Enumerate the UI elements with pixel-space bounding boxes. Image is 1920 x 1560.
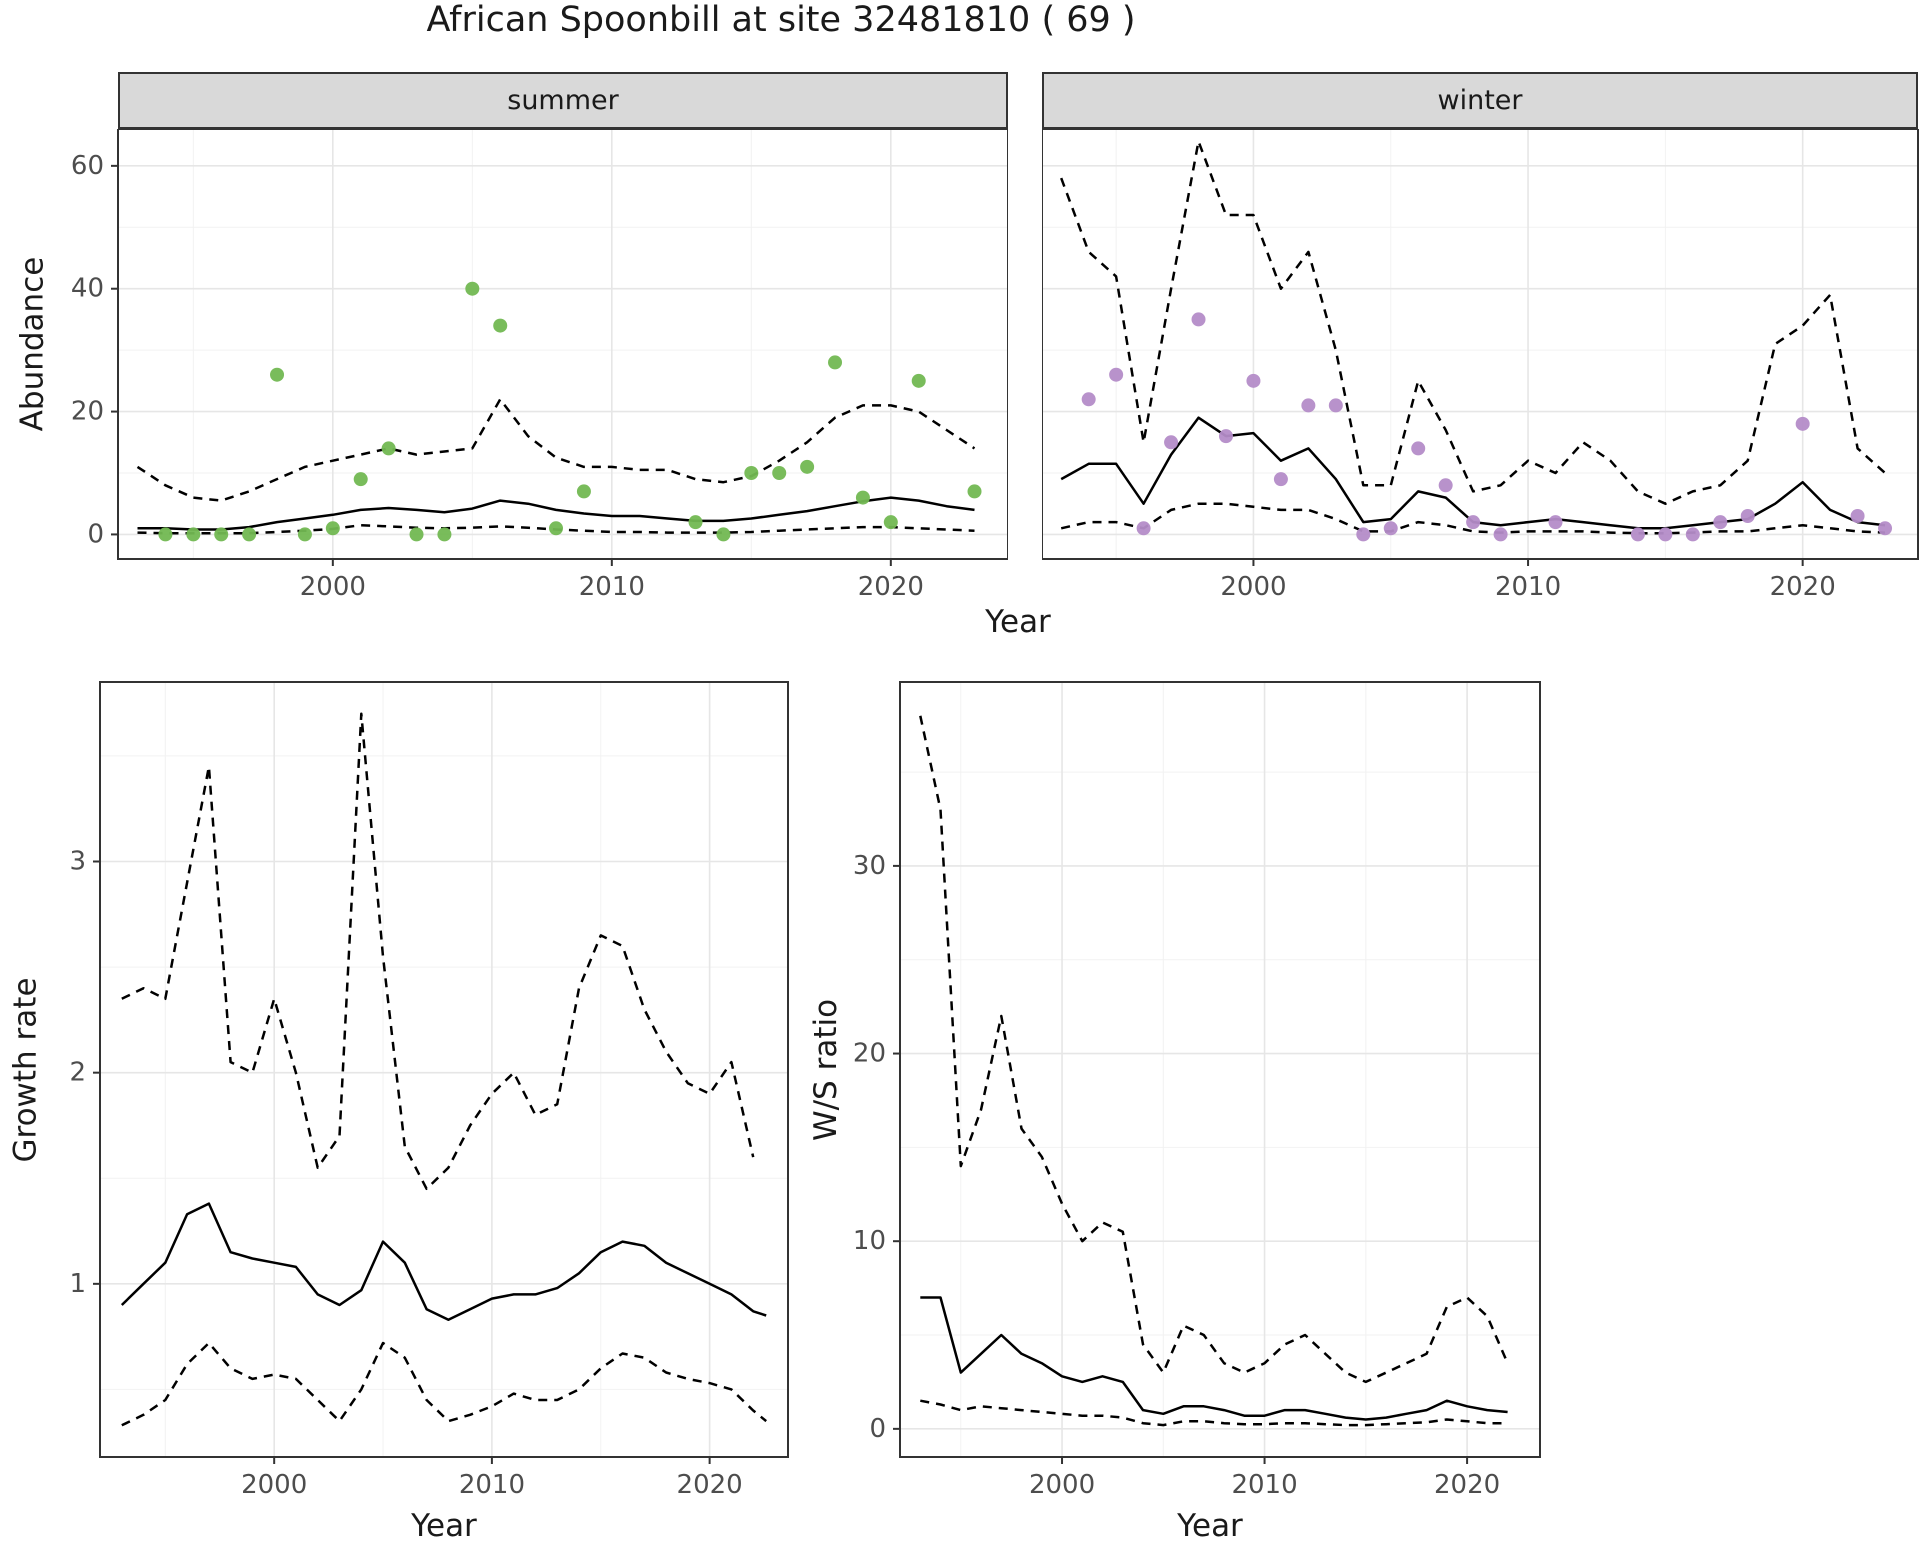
ws-ratio-panel-border — [899, 681, 1541, 1458]
growth-rate-panel-bg — [100, 682, 788, 1457]
growth-rate-axis-ticks: 2000 2010 2020 1 2 3 — [69, 846, 742, 1500]
svg-text:2010: 2010 — [1231, 1470, 1297, 1500]
ws-ratio-lower-ci — [920, 1399, 1508, 1427]
ws-ratio-upper-ci — [919, 715, 1509, 1384]
summer-abundance-fit-line — [137, 496, 975, 531]
svg-text:0: 0 — [87, 519, 104, 549]
top-year-axis-label: Year — [985, 604, 1051, 640]
facet-strip-winter: winter — [1042, 72, 1918, 129]
facet-strip-winter-label: winter — [1437, 85, 1523, 116]
growth-rate-major-grid — [100, 682, 788, 1457]
summer-abundance-panel-border — [117, 129, 1008, 560]
svg-text:2010: 2010 — [1495, 572, 1561, 602]
facet-strip-summer-label: summer — [507, 85, 619, 116]
winter-abundance-chart: 2000 2010 2020 — [1042, 129, 1919, 602]
svg-text:10: 10 — [853, 1226, 886, 1256]
summer-abundance-chart: 2000 2010 2020 0 20 40 60 — [71, 129, 1008, 602]
year-axis-label-bottom-left: Year — [411, 1508, 477, 1544]
svg-text:2010: 2010 — [579, 572, 645, 602]
summer-abundance-upper-ci — [136, 398, 976, 502]
svg-text:3: 3 — [69, 846, 86, 876]
svg-text:2000: 2000 — [1029, 1470, 1095, 1500]
winter-abundance-minor-grid — [1042, 129, 1918, 559]
ws-ratio-major-grid — [900, 682, 1540, 1457]
growth-rate-upper-ci — [121, 712, 755, 1191]
summer-abundance-observed-points — [158, 281, 982, 542]
growth-rate-fit-line — [120, 1202, 767, 1321]
svg-text:2020: 2020 — [858, 572, 924, 602]
growth-rate-chart: 2000 2010 2020 1 2 3 — [69, 681, 789, 1500]
svg-text:2000: 2000 — [241, 1470, 307, 1500]
svg-text:60: 60 — [71, 151, 104, 181]
svg-text:20: 20 — [71, 397, 104, 427]
growth-rate-lower-ci — [121, 1341, 767, 1427]
svg-text:2010: 2010 — [459, 1470, 525, 1500]
ws-ratio-fit-line — [920, 1296, 1508, 1421]
growth-rate-minor-grid — [100, 682, 788, 1457]
winter-abundance-lower-ci — [1060, 502, 1886, 535]
chart-title: African Spoonbill at site 32481810 ( 69 … — [426, 0, 1136, 40]
facet-strip-summer: summer — [118, 72, 1008, 129]
svg-text:40: 40 — [71, 274, 104, 304]
summer-abundance-panel-bg — [118, 129, 1008, 559]
svg-text:2000: 2000 — [1220, 572, 1286, 602]
svg-text:2020: 2020 — [677, 1470, 743, 1500]
abundance-axis-label: Abundance — [14, 256, 50, 432]
svg-text:2: 2 — [69, 1058, 86, 1088]
winter-abundance-observed-points — [1081, 312, 1893, 542]
svg-text:0: 0 — [869, 1414, 886, 1444]
svg-text:2020: 2020 — [1770, 572, 1836, 602]
svg-text:20: 20 — [853, 1039, 886, 1069]
winter-abundance-panel-border — [1042, 129, 1919, 560]
ws-ratio-panel-bg — [900, 682, 1540, 1457]
summer-abundance-major-grid — [118, 129, 1008, 559]
svg-text:2020: 2020 — [1434, 1470, 1500, 1500]
winter-abundance-axis-ticks: 2000 2010 2020 — [1220, 559, 1836, 602]
svg-text:2000: 2000 — [300, 572, 366, 602]
ws-ratio-axis-ticks: 2000 2010 2020 0 10 20 30 — [853, 851, 1500, 1500]
ws-ratio-minor-grid — [900, 682, 1540, 1457]
svg-text:30: 30 — [853, 851, 886, 881]
summer-abundance-minor-grid — [118, 129, 1008, 559]
svg-text:1: 1 — [69, 1269, 86, 1299]
summer-abundance-axis-ticks: 2000 2010 2020 0 20 40 60 — [71, 151, 924, 602]
winter-abundance-major-grid — [1042, 129, 1918, 559]
growth-rate-panel-border — [99, 681, 789, 1458]
ws-ratio-chart: 2000 2010 2020 0 10 20 30 — [853, 681, 1541, 1500]
winter-abundance-upper-ci — [1060, 140, 1886, 505]
year-axis-label-bottom-right: Year — [1177, 1508, 1243, 1544]
